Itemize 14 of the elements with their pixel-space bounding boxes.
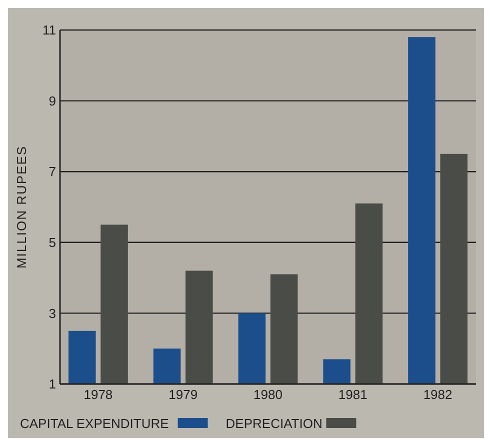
x-tick-label: 1979 bbox=[168, 387, 198, 402]
x-tick-label: 1980 bbox=[254, 387, 282, 402]
x-tick-label: 1982 bbox=[423, 387, 452, 402]
legend-label: DEPRECIATION bbox=[226, 416, 322, 431]
y-tick-label: 1 bbox=[48, 376, 56, 392]
x-tick-label: 1981 bbox=[338, 387, 368, 402]
y-tick-label: 11 bbox=[42, 22, 56, 38]
y-tick-label: 3 bbox=[48, 306, 56, 321]
y-tick-label: 7 bbox=[48, 164, 56, 180]
legend-label: CAPITAL EXPENDITURE bbox=[20, 416, 170, 431]
x-tick-label: 1978 bbox=[84, 387, 113, 402]
y-axis-title: MILLION RUPEES bbox=[14, 145, 29, 269]
y-tick-label: 5 bbox=[48, 234, 56, 250]
y-tick-label: 9 bbox=[48, 93, 56, 108]
